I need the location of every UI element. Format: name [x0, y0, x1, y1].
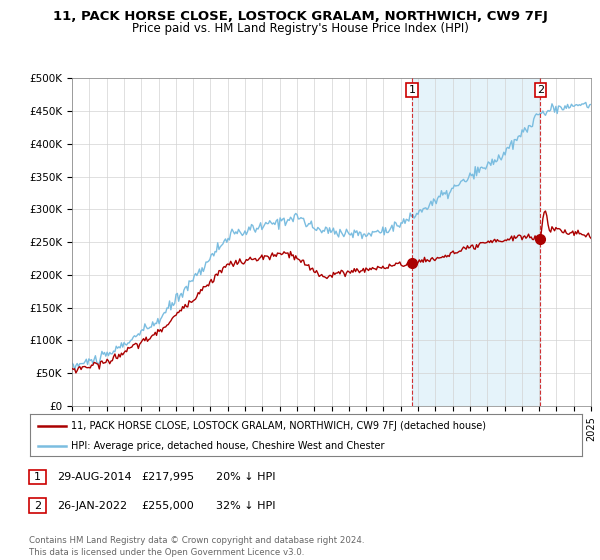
Text: 1: 1 — [34, 472, 41, 482]
Text: 26-JAN-2022: 26-JAN-2022 — [57, 501, 127, 511]
Text: 20% ↓ HPI: 20% ↓ HPI — [216, 472, 275, 482]
Text: HPI: Average price, detached house, Cheshire West and Chester: HPI: Average price, detached house, Ches… — [71, 441, 385, 451]
Text: £255,000: £255,000 — [141, 501, 194, 511]
Text: Price paid vs. HM Land Registry's House Price Index (HPI): Price paid vs. HM Land Registry's House … — [131, 22, 469, 35]
Text: 32% ↓ HPI: 32% ↓ HPI — [216, 501, 275, 511]
Text: Contains HM Land Registry data © Crown copyright and database right 2024.
This d: Contains HM Land Registry data © Crown c… — [29, 536, 364, 557]
Bar — [412, 78, 541, 406]
Text: 2: 2 — [34, 501, 41, 511]
Text: £217,995: £217,995 — [141, 472, 194, 482]
Text: 2: 2 — [537, 85, 544, 95]
Text: 1: 1 — [409, 85, 416, 95]
Text: 29-AUG-2014: 29-AUG-2014 — [57, 472, 131, 482]
Text: 11, PACK HORSE CLOSE, LOSTOCK GRALAM, NORTHWICH, CW9 7FJ: 11, PACK HORSE CLOSE, LOSTOCK GRALAM, NO… — [53, 10, 547, 23]
Text: 11, PACK HORSE CLOSE, LOSTOCK GRALAM, NORTHWICH, CW9 7FJ (detached house): 11, PACK HORSE CLOSE, LOSTOCK GRALAM, NO… — [71, 421, 487, 431]
